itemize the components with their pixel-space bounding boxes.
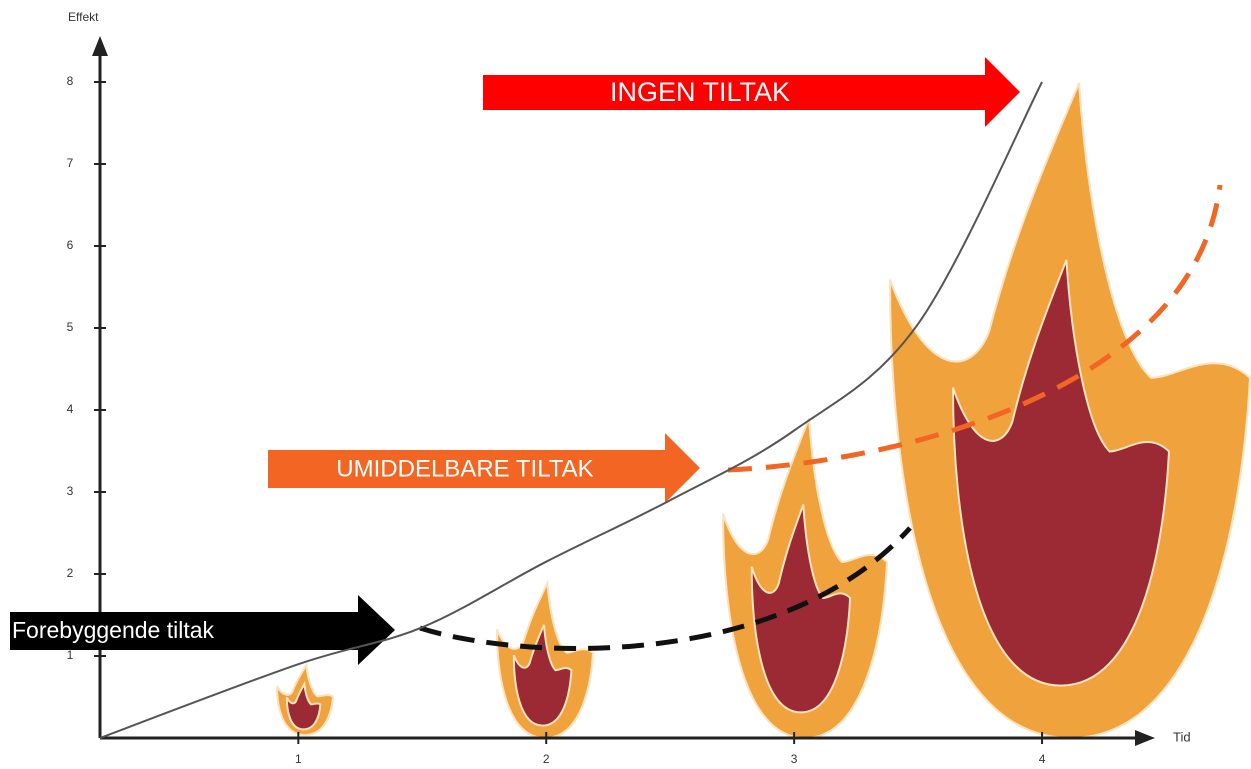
annotation: UMIDDELBARE TILTAK (336, 455, 593, 482)
flame (752, 504, 850, 712)
y-tick-label: 1 (67, 648, 74, 662)
x-tick-label: 1 (295, 752, 302, 766)
y-tick-label: 6 (67, 238, 74, 252)
annotation: Forebyggende tiltak (12, 617, 215, 643)
y-tick-label: 7 (67, 156, 74, 170)
y-tick-label: 8 (67, 74, 74, 88)
y-axis-arrow (92, 36, 108, 56)
x-axis-arrow (1135, 730, 1155, 746)
annotation: INGEN TILTAK (610, 77, 790, 107)
flame (514, 625, 572, 726)
y-axis-label: Effekt (68, 10, 99, 24)
x-tick-label: 2 (543, 752, 550, 766)
y-tick-label: 4 (67, 402, 74, 416)
y-tick-label: 2 (67, 566, 74, 580)
y-tick-label: 5 (67, 320, 74, 334)
x-tick-label: 3 (791, 752, 798, 766)
y-tick-label: 3 (67, 484, 74, 498)
x-axis-label: Tid (1173, 729, 1191, 744)
flame-illustration (277, 83, 1250, 738)
chart: Effekt Tid INGEN TILTAK UMIDDELBARE TILT… (0, 0, 1251, 769)
x-tick-label: 4 (1039, 752, 1046, 766)
